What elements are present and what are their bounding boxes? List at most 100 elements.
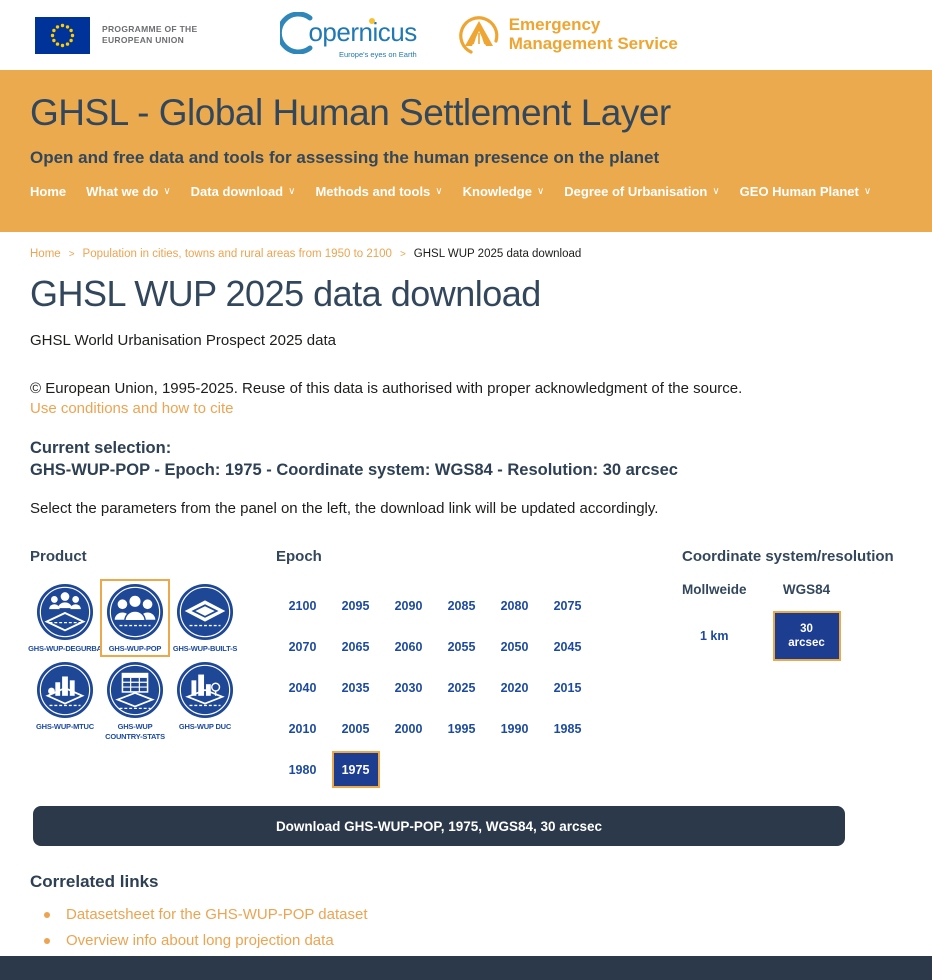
epoch-1980[interactable]: 1980 [288, 762, 317, 777]
built-surface-layer-icon [176, 583, 234, 641]
chevron-down-icon: ∨ [288, 186, 296, 197]
epoch-1975-selected[interactable]: 1975 [329, 749, 382, 790]
breadcrumb-population-link[interactable]: Population in cities, towns and rural ar… [82, 248, 392, 260]
epoch-1990[interactable]: 1990 [500, 721, 529, 736]
epoch-2040[interactable]: 2040 [288, 680, 317, 695]
chevron-down-icon: ∨ [163, 186, 171, 197]
list-item: Datasetsheet for the GHS-WUP-POP dataset [30, 906, 902, 923]
epoch-2090[interactable]: 2090 [394, 598, 423, 613]
epoch-2065[interactable]: 2065 [341, 639, 370, 654]
selection-panels: Product [28, 548, 902, 790]
copyright-notice: © European Union, 1995-2025. Reuse of th… [30, 380, 743, 397]
epoch-2045[interactable]: 2045 [553, 639, 582, 654]
current-selection-value: GHS-WUP-POP - Epoch: 1975 - Coordinate s… [30, 461, 678, 479]
nav-item-knowledge[interactable]: Knowledge ∨ [462, 184, 545, 199]
chevron-down-icon: ∨ [435, 186, 443, 197]
epoch-2000[interactable]: 2000 [394, 721, 423, 736]
nav-item-geo-human-planet[interactable]: GEO Human Planet ∨ [739, 184, 872, 199]
product-label: GHS-WUP-BUILT-S [172, 644, 238, 653]
coord-col-mollweide: Mollweide 1 km [682, 582, 747, 661]
epoch-2100[interactable]: 2100 [288, 598, 317, 613]
people-on-layer-icon [36, 583, 94, 641]
projection-info-link[interactable]: Overview info about long projection data [66, 932, 334, 949]
epoch-2055[interactable]: 2055 [447, 639, 476, 654]
datasetsheet-link[interactable]: Datasetsheet for the GHS-WUP-POP dataset [66, 906, 368, 923]
epoch-2015[interactable]: 2015 [553, 680, 582, 695]
coord-system-wgs84: WGS84 [782, 582, 831, 597]
product-ghs-wup-duc[interactable]: GHS-WUP DUC [170, 657, 240, 745]
epoch-2070[interactable]: 2070 [288, 639, 317, 654]
resolution-1km[interactable]: 1 km [700, 629, 729, 643]
instruction-text: Select the parameters from the panel on … [30, 500, 659, 517]
breadcrumb: Home > Population in cities, towns and r… [30, 248, 902, 260]
epoch-2050[interactable]: 2050 [500, 639, 529, 654]
product-ghs-wup-country-stats[interactable]: GHS-WUP COUNTRY-STATS [100, 657, 170, 745]
epoch-2005[interactable]: 2005 [341, 721, 370, 736]
epoch-selected-box[interactable]: 1975 [331, 751, 380, 788]
statistics-table-icon [106, 661, 164, 719]
breadcrumb-separator: > [399, 248, 406, 260]
main-navigation: Home What we do ∨ Data download ∨ Method… [30, 184, 902, 199]
epoch-2020[interactable]: 2020 [500, 680, 529, 695]
ems-label: Emergency Management Service [508, 15, 678, 53]
chevron-down-icon: ∨ [863, 186, 872, 197]
copernicus-c-swoosh-icon [280, 11, 314, 54]
use-conditions-link[interactable]: Use conditions and how to cite [30, 400, 234, 417]
coordinate-heading: Coordinate system/resolution [682, 548, 894, 565]
epoch-panel: Epoch 2100 2095 2090 2085 2080 2075 2070… [276, 548, 606, 790]
product-ghs-wup-pop[interactable]: GHS-WUP-POP [100, 579, 170, 658]
epoch-2025[interactable]: 2025 [447, 680, 476, 695]
current-selection-label: Current selection: [30, 439, 172, 457]
epoch-1985[interactable]: 1985 [553, 721, 582, 736]
epoch-2075[interactable]: 2075 [553, 598, 582, 613]
city-duc-icon [176, 661, 234, 719]
product-ghs-wup-degurba[interactable]: GHS-WUP-DEGURBA [28, 579, 102, 657]
main-content: Home > Population in cities, towns and r… [0, 248, 932, 949]
chevron-down-icon: ∨ [536, 186, 545, 197]
product-ghs-wup-mtuc[interactable]: GHS-WUP-MTUC [30, 657, 100, 745]
product-label: GHS-WUP DUC [178, 722, 232, 732]
product-grid: GHS-WUP-DEGURBA [28, 579, 276, 745]
epoch-2085[interactable]: 2085 [447, 598, 476, 613]
download-button[interactable]: Download GHS-WUP-POP, 1975, WGS84, 30 ar… [33, 806, 845, 846]
nav-item-degree-of-urbanisation[interactable]: Degree of Urbanisation ∨ [564, 184, 720, 199]
list-item: Overview info about long projection data [30, 932, 902, 949]
bullet-icon [44, 937, 50, 944]
breadcrumb-current: GHSL WUP 2025 data download [413, 248, 582, 260]
nav-item-what-we-do[interactable]: What we do ∨ [86, 184, 171, 199]
copernicus-wordmark: opernicus [308, 17, 417, 47]
product-heading: Product [30, 548, 87, 565]
nav-item-home[interactable]: Home [30, 184, 67, 199]
ghsl-banner: GHSL - Global Human Settlement Layer Ope… [0, 70, 932, 232]
page-subtitle: GHSL World Urbanisation Prospect 2025 da… [30, 332, 336, 349]
nav-item-data-download[interactable]: Data download ∨ [190, 184, 296, 199]
epoch-2080[interactable]: 2080 [500, 598, 529, 613]
resolution-30arcsec-selected[interactable]: 30 arcsec [772, 611, 841, 661]
coordinate-panel: Coordinate system/resolution Mollweide 1… [682, 548, 894, 790]
copernicus-logo[interactable]: opernicus Europe's eyes on Earth [280, 11, 417, 59]
eu-programme-logo[interactable]: PROGRAMME OF THE EUROPEAN UNION [35, 16, 198, 54]
chevron-down-icon: ∨ [712, 186, 720, 197]
copernicus-sun-dot-icon [368, 17, 375, 24]
epoch-2095[interactable]: 2095 [341, 598, 370, 613]
epoch-2030[interactable]: 2030 [394, 680, 423, 695]
epoch-2010[interactable]: 2010 [288, 721, 317, 736]
coord-system-mollweide: Mollweide [682, 582, 747, 597]
epoch-2035[interactable]: 2035 [341, 680, 370, 695]
emergency-management-service-logo[interactable]: Emergency Management Service [457, 13, 678, 57]
ems-mountain-icon [457, 13, 501, 57]
breadcrumb-home-link[interactable]: Home [30, 248, 61, 260]
product-ghs-wup-built-s[interactable]: GHS-WUP-BUILT-S [170, 579, 240, 657]
epoch-1995[interactable]: 1995 [447, 721, 476, 736]
correlated-links-list: Datasetsheet for the GHS-WUP-POP dataset… [30, 906, 902, 949]
epoch-grid: 2100 2095 2090 2085 2080 2075 2070 2065 … [276, 585, 606, 790]
coord-col-wgs84: WGS84 30 arcsec [772, 582, 841, 661]
epoch-2060[interactable]: 2060 [394, 639, 423, 654]
ghsl-banner-subtitle: Open and free data and tools for assessi… [30, 148, 660, 167]
product-label: GHS-WUP COUNTRY-STATS [105, 722, 165, 741]
correlated-links-heading: Correlated links [30, 872, 159, 891]
eu-programme-label: PROGRAMME OF THE EUROPEAN UNION [102, 23, 198, 45]
breadcrumb-separator: > [68, 248, 75, 260]
nav-item-methods-and-tools[interactable]: Methods and tools ∨ [315, 184, 443, 199]
product-label: GHS-WUP-DEGURBA [28, 644, 102, 653]
